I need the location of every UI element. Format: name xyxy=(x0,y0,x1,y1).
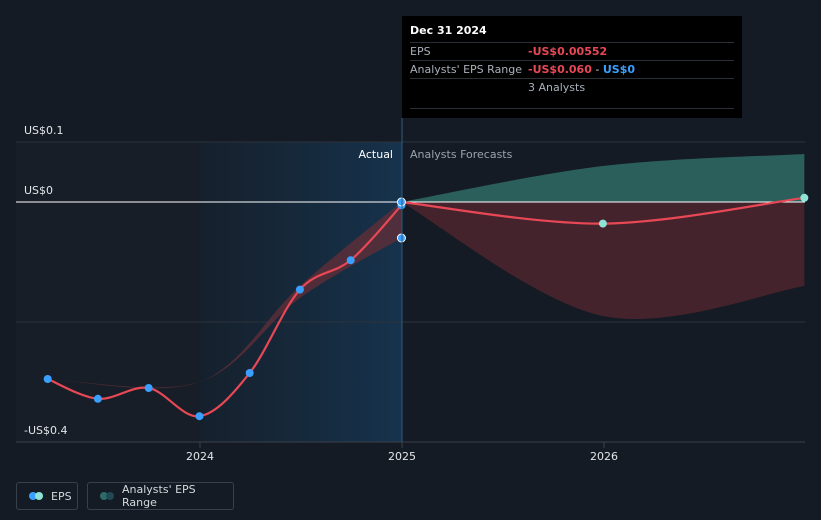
range-low-marker xyxy=(396,233,406,243)
tooltip-range-high: US$0 xyxy=(602,63,636,76)
tooltip-eps-value: -US$0.00552 xyxy=(528,45,608,58)
forecast-range-upper xyxy=(401,154,805,202)
eps-point-4 xyxy=(245,369,254,377)
eps-line xyxy=(47,204,403,418)
actual-label: Actual xyxy=(359,148,393,161)
tooltip-eps-label: EPS xyxy=(410,45,431,58)
forecast-point-0 xyxy=(598,219,607,228)
forecast-point-1 xyxy=(800,193,809,202)
eps-point-0 xyxy=(43,375,52,383)
tooltip: Dec 31 2024 EPS -US$0.00552 Analysts' EP… xyxy=(402,16,742,118)
legend-range-button[interactable]: Analysts' EPS Range xyxy=(87,482,234,510)
eps-point-3 xyxy=(195,412,204,421)
y-label-top: US$0.1 xyxy=(24,124,64,137)
range-high-marker xyxy=(396,197,406,207)
range-legend-icon xyxy=(100,492,114,500)
eps-legend-icon xyxy=(29,492,43,500)
tooltip-date: Dec 31 2024 xyxy=(410,24,734,43)
eps-point-1 xyxy=(93,394,102,403)
legend-range-label: Analysts' EPS Range xyxy=(122,483,196,509)
eps-point-5 xyxy=(295,285,304,294)
tooltip-range-label: Analysts' EPS Range xyxy=(410,63,523,76)
tooltip-analysts: 3 Analysts xyxy=(528,81,586,94)
legend-eps-button[interactable]: EPS xyxy=(16,482,78,510)
eps-chart: US$0.1 US$0 -US$0.4 Actual Analysts Fore… xyxy=(16,118,809,463)
tooltip-range-sep: - xyxy=(591,63,603,76)
forecast-range-lower xyxy=(401,202,805,320)
forecast-label: Analysts Forecasts xyxy=(410,148,513,161)
eps-point-6 xyxy=(346,256,355,265)
tooltip-range-low: -US$0.060 xyxy=(528,63,592,76)
x-tick-2026: 2026 xyxy=(590,450,618,463)
tooltip-range-row: Analysts' EPS Range -US$0.060 - US$0 xyxy=(410,61,734,79)
legend-eps-label: EPS xyxy=(51,489,72,503)
eps-point-2 xyxy=(144,384,153,392)
tooltip-eps-row: EPS -US$0.00552 xyxy=(410,43,734,61)
y-label-bottom: -US$0.4 xyxy=(24,424,68,437)
x-tick-2025: 2025 xyxy=(388,450,416,463)
y-label-zero: US$0 xyxy=(24,184,53,197)
x-tick-2024: 2024 xyxy=(186,450,214,463)
tooltip-analysts-row: 3 Analysts xyxy=(410,79,734,96)
